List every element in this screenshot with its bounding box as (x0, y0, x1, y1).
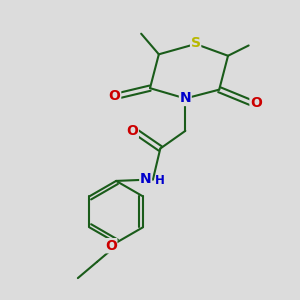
Text: O: O (250, 96, 262, 110)
Text: N: N (179, 92, 191, 106)
Text: O: O (126, 124, 138, 138)
Text: S: S (190, 35, 201, 50)
Text: H: H (155, 174, 165, 188)
Text: O: O (105, 239, 117, 253)
Text: N: N (140, 172, 152, 186)
Text: O: O (109, 88, 121, 103)
